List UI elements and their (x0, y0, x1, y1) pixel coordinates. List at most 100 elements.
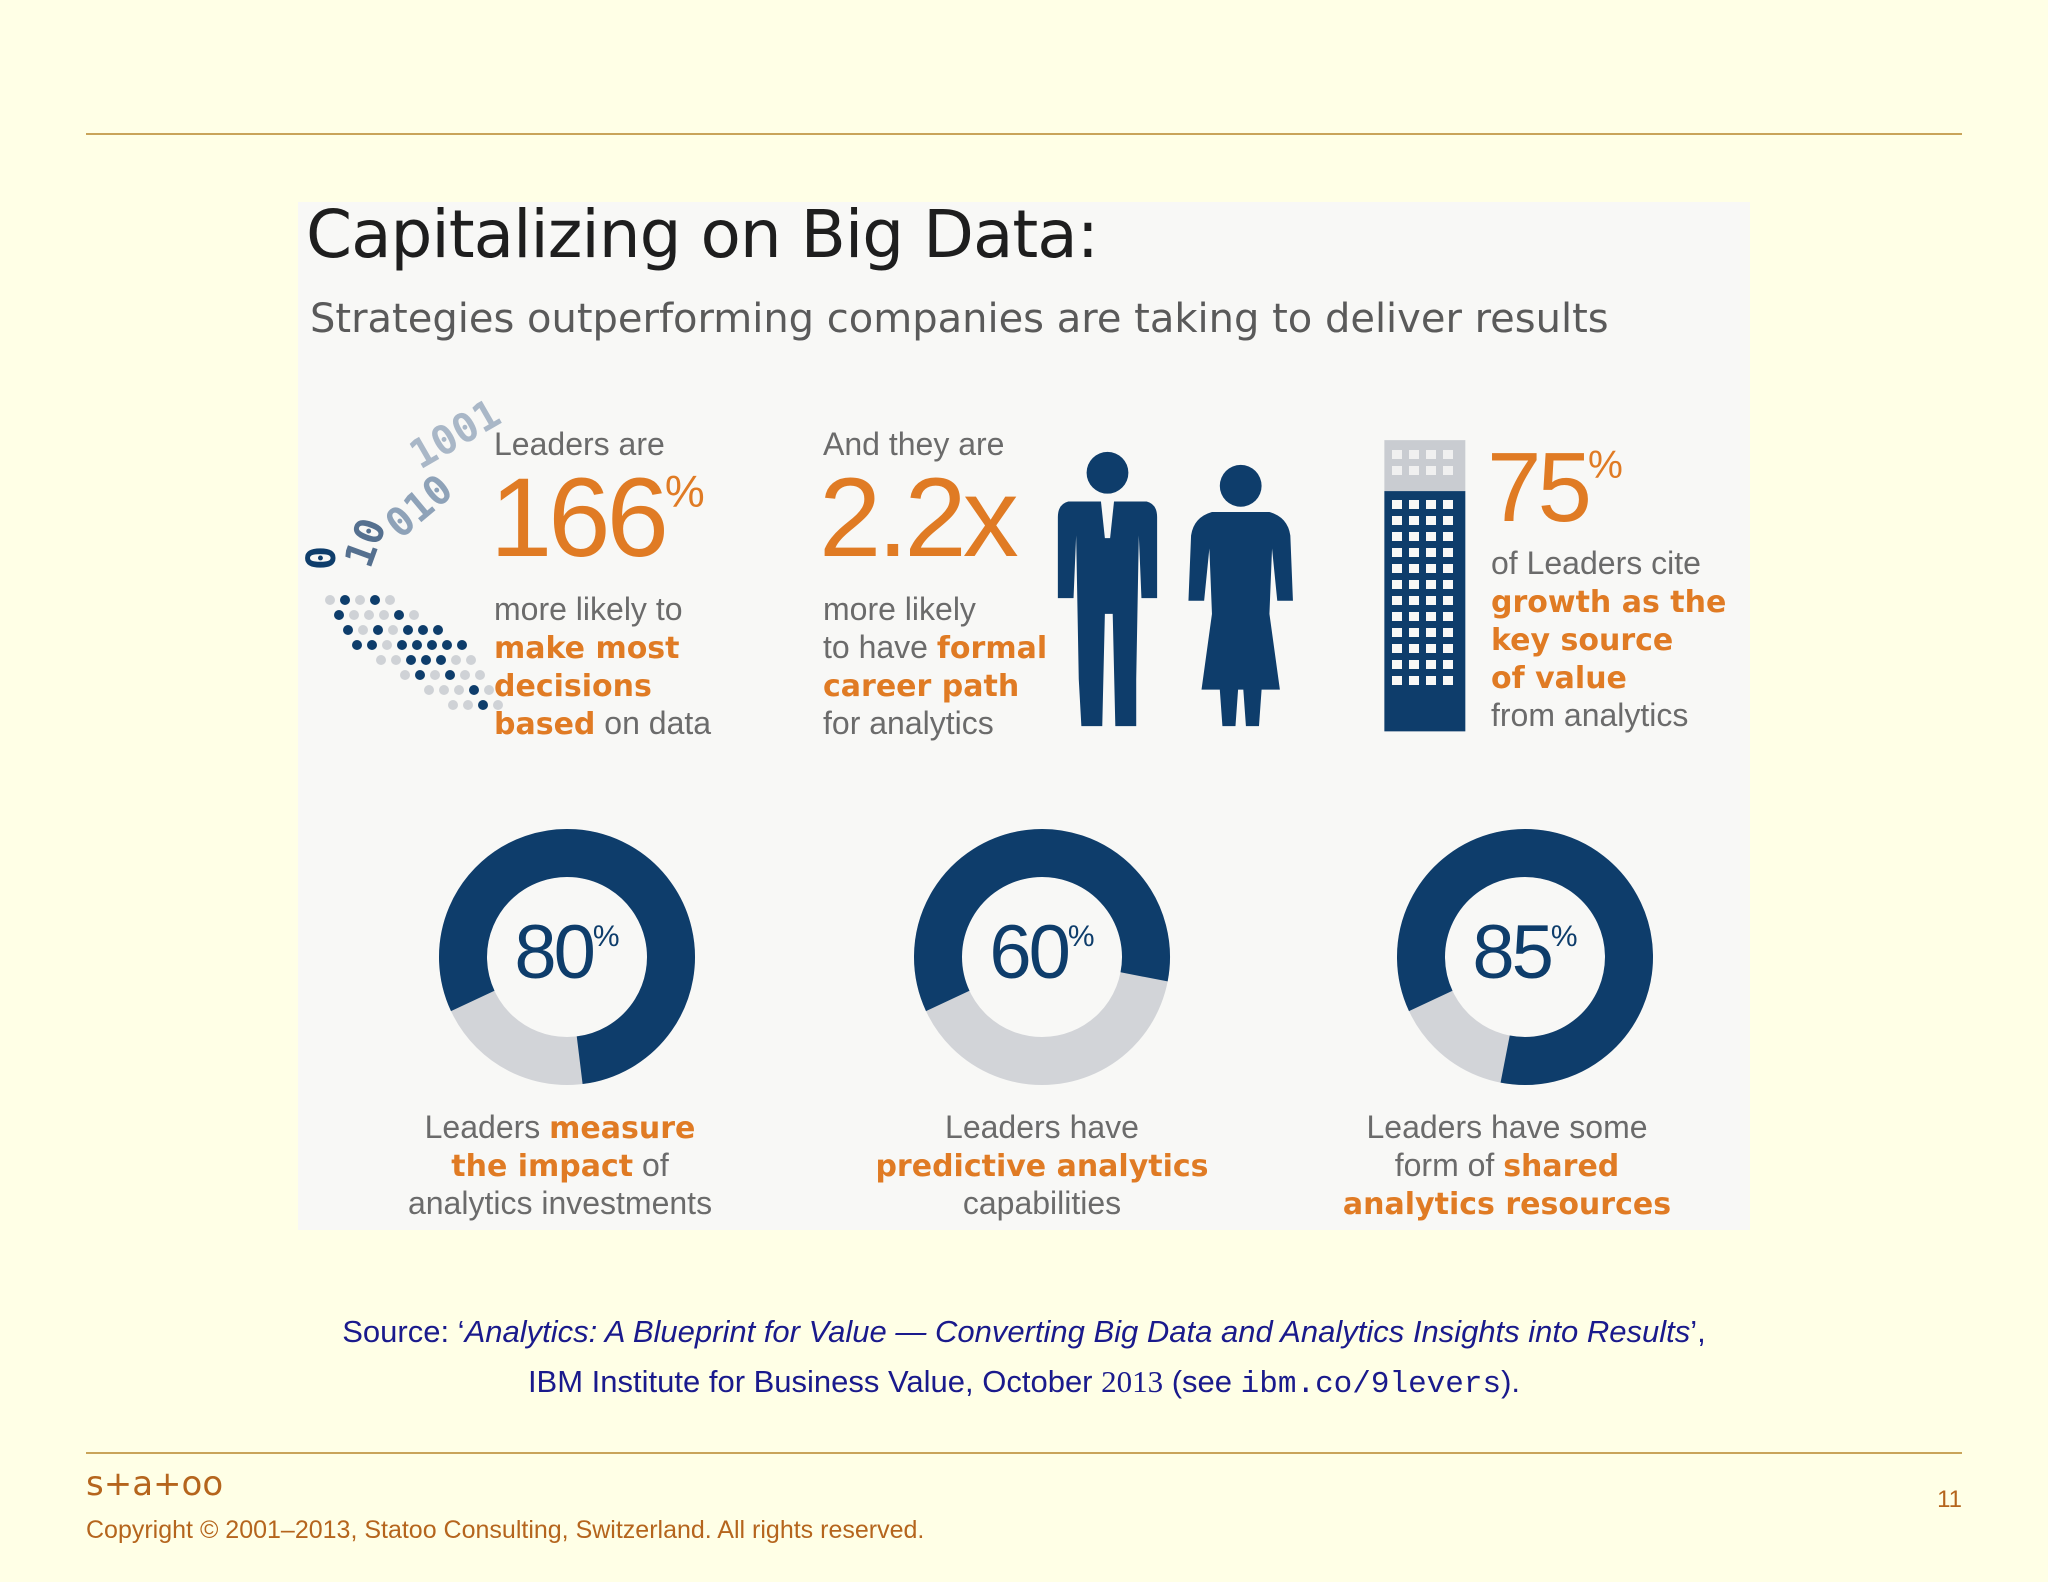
stat-line: of value (1491, 658, 1627, 698)
decor-dot (379, 610, 389, 620)
donut-number: 60 (989, 910, 1071, 995)
donut-arc (439, 829, 695, 1085)
decor-dot (430, 670, 440, 680)
decor-dot (463, 700, 473, 710)
text-segment: shared (1503, 1149, 1620, 1184)
man-head (1086, 451, 1129, 494)
woman-head (1219, 464, 1262, 507)
donut-caption: analytics investments (160, 1184, 960, 1222)
building-window (1443, 450, 1453, 459)
text-segment: analytics resources (1342, 1187, 1672, 1222)
building-window (1409, 676, 1419, 685)
building-window (1443, 548, 1453, 557)
logo: s+a+oo (86, 1464, 224, 1504)
stat-figure: 2.2x (819, 462, 1019, 574)
decor-dot (433, 625, 443, 635)
decor-dot (367, 640, 377, 650)
donut-unit: % (1550, 920, 1578, 953)
source-line: Source: ‘Analytics: A Blueprint for Valu… (0, 1314, 2048, 1350)
stat-line: for analytics (823, 704, 994, 742)
text-segment: 2013 (1101, 1364, 1164, 1399)
building-window (1426, 466, 1436, 475)
building-window (1409, 516, 1419, 525)
building-top (1384, 440, 1466, 492)
donut-caption: Leaders have (642, 1108, 1442, 1146)
decor-dot (343, 625, 353, 635)
decor-dot (388, 625, 398, 635)
decor-dot (478, 700, 488, 710)
page-number: 11 (1937, 1486, 1962, 1513)
decor-dot (412, 640, 422, 650)
decor-dots (325, 450, 1453, 710)
building-window (1443, 612, 1453, 621)
decor-dot (415, 670, 425, 680)
decor-dot (403, 625, 413, 635)
text-segment: on data (595, 705, 712, 741)
donut-caption: analytics resources (1107, 1184, 1907, 1224)
donut-unit: % (592, 920, 620, 953)
building-window (1409, 612, 1419, 621)
building-window (1392, 466, 1402, 475)
text-segment: career path (823, 669, 1020, 704)
stat-unit: % (664, 466, 705, 517)
building-window (1392, 628, 1402, 637)
stat-intro: And they are (823, 426, 1005, 462)
infographic-subtitle: Strategies outperforming companies are t… (310, 296, 1609, 342)
decor-dot (436, 655, 446, 665)
infographic-title: Capitalizing on Big Data: (306, 196, 1099, 273)
decor-dot (382, 640, 392, 650)
decor-dot (424, 685, 434, 695)
donut-label: 60% (892, 915, 1192, 991)
donut-number: 80 (514, 910, 596, 995)
text-segment: more likely to (494, 591, 683, 627)
stat-number: 75 (1487, 432, 1592, 542)
decor-dot (457, 640, 467, 650)
decor-dot (352, 640, 362, 650)
building-window (1443, 596, 1453, 605)
text-segment: formal (936, 631, 1048, 666)
decor-dot (358, 625, 368, 635)
decor-dot (454, 685, 464, 695)
building-window (1392, 532, 1402, 541)
stat-line: make most (494, 628, 680, 668)
text-segment: Leaders have (945, 1109, 1139, 1145)
building-window (1426, 532, 1436, 541)
stat-line: more likely to (494, 590, 683, 628)
building-window (1392, 660, 1402, 669)
stat-line: to have formal (823, 628, 1047, 668)
decor-dot (427, 640, 437, 650)
decor-dot (451, 655, 461, 665)
stat-figure: 75% (1487, 438, 1623, 536)
donut-caption: Leaders measure (160, 1108, 960, 1148)
stat-unit: % (1588, 443, 1623, 487)
decor-dot (334, 610, 344, 620)
decor-dot (373, 625, 383, 635)
text-segment: analytics investments (407, 1185, 713, 1221)
copyright: Copyright © 2001–2013, Statoo Consulting… (86, 1516, 925, 1544)
building-window (1443, 660, 1453, 669)
stat-line: of Leaders cite (1491, 544, 1701, 582)
decor-dot (418, 625, 428, 635)
people-icons (1057, 440, 1466, 732)
building-window (1409, 466, 1419, 475)
text-segment: more likely (823, 591, 976, 627)
text-segment: make most (494, 631, 680, 666)
text-segment: based (494, 707, 596, 742)
building-window (1426, 660, 1436, 669)
building-window (1392, 676, 1402, 685)
text-segment: decisions (494, 669, 652, 704)
source-line: IBM Institute for Business Value, Octobe… (0, 1364, 2048, 1402)
building-window (1409, 548, 1419, 557)
building-window (1409, 532, 1419, 541)
donut-label: 80% (417, 915, 717, 991)
building-window (1409, 628, 1419, 637)
building-window (1392, 580, 1402, 589)
donut-number: 85 (1472, 910, 1554, 995)
decor-digits: 0 (299, 546, 345, 570)
building-window (1409, 564, 1419, 573)
stat-line: more likely (823, 590, 976, 628)
donut-caption: the impact of (160, 1146, 960, 1186)
stat-line: decisions (494, 666, 652, 706)
man-body (1057, 501, 1158, 727)
